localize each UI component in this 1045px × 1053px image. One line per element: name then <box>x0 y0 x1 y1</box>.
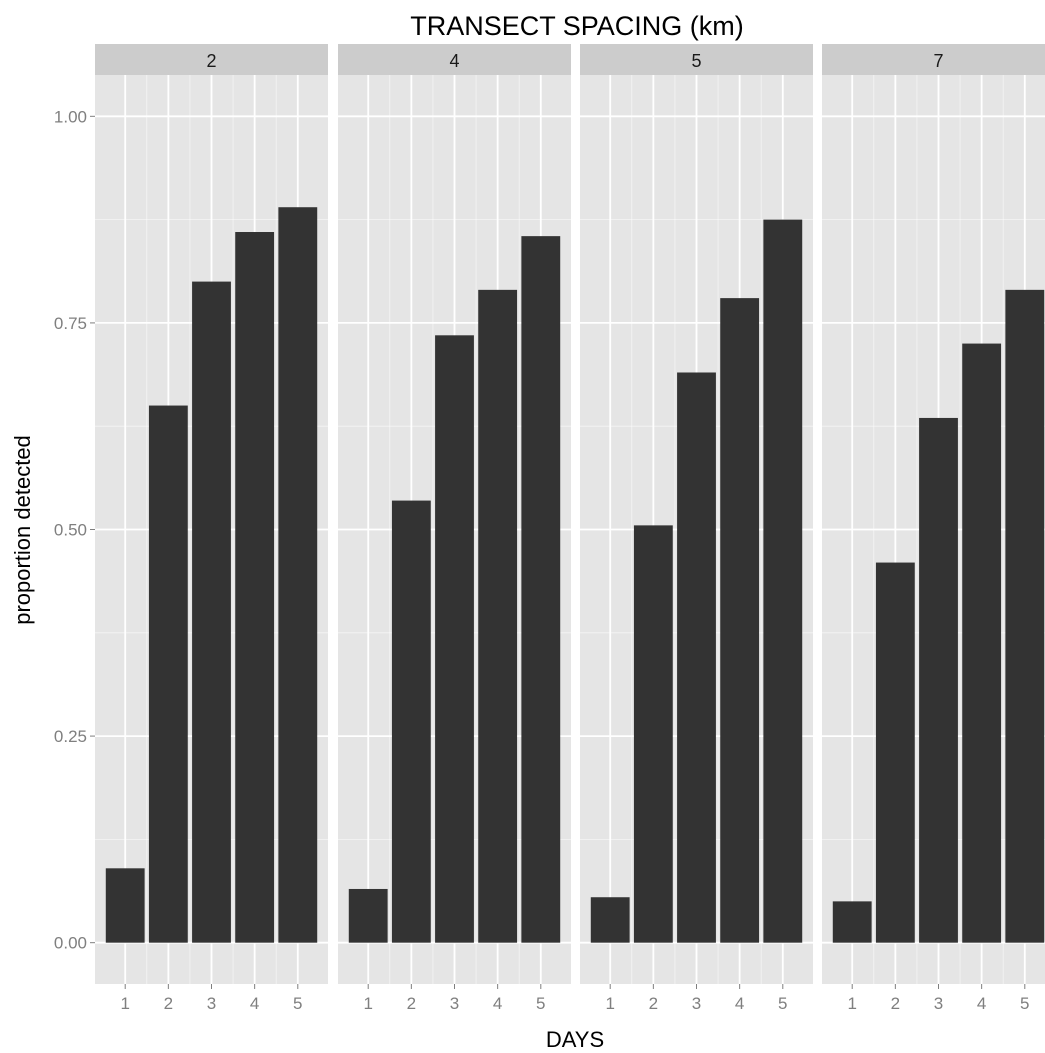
x-tick-label: 5 <box>1020 994 1029 1013</box>
bar-spacing-2-day-3 <box>192 281 231 943</box>
x-tick-label: 5 <box>293 994 302 1013</box>
x-tick-label: 1 <box>605 994 614 1013</box>
bar-spacing-2-day-2 <box>148 405 188 943</box>
facet-strip-label: 2 <box>206 51 216 71</box>
bar-spacing-4-day-4 <box>478 289 518 943</box>
facet-strip <box>822 44 1045 75</box>
y-tick-label: 0.25 <box>54 727 87 746</box>
facet-strip-label: 4 <box>449 51 459 71</box>
bar-spacing-5-day-4 <box>720 298 760 943</box>
facet-panel-4: 4 1 2 3 4 5 <box>338 44 571 1013</box>
facet-strip <box>338 44 571 75</box>
x-tick-label: 2 <box>649 994 658 1013</box>
y-axis: 0.00 0.25 0.50 0.75 1.00 <box>54 107 95 953</box>
x-tick-label: 4 <box>735 994 744 1013</box>
facet-strip-label: 5 <box>691 51 701 71</box>
x-tick-label: 4 <box>493 994 502 1013</box>
bar-spacing-5-day-1 <box>590 897 630 943</box>
x-tick-label: 3 <box>450 994 459 1013</box>
x-tick-label: 1 <box>120 994 129 1013</box>
x-tick-label: 1 <box>363 994 372 1013</box>
y-tick-label: 0.00 <box>54 934 87 953</box>
bar-spacing-4-day-2 <box>391 500 431 943</box>
facet-strip <box>95 44 328 75</box>
bar-spacing-5-day-5 <box>763 219 803 943</box>
chart-title: TRANSECT SPACING (km) <box>410 11 744 41</box>
x-tick-label: 5 <box>778 994 787 1013</box>
bar-spacing-7-day-2 <box>875 562 915 943</box>
facet-panel-2: 2 1 2 3 4 5 <box>95 44 328 1013</box>
bar-spacing-7-day-5 <box>1005 289 1045 943</box>
facet-strip <box>580 44 813 75</box>
facet-panels: 2 1 2 3 4 5 4 1 2 3 4 5 5 1 2 3 4 5 7 1 2 3 4 5 <box>95 44 1045 1013</box>
x-tick-label: 3 <box>207 994 216 1013</box>
x-tick-label: 2 <box>891 994 900 1013</box>
x-tick-label: 3 <box>934 994 943 1013</box>
x-tick-label: 4 <box>250 994 259 1013</box>
x-tick-label: 3 <box>692 994 701 1013</box>
x-tick-label: 2 <box>407 994 416 1013</box>
bar-spacing-5-day-2 <box>633 525 673 943</box>
y-axis-title: proportion detected <box>10 435 35 625</box>
bar-spacing-7-day-3 <box>919 417 958 943</box>
y-tick-label: 1.00 <box>54 107 87 126</box>
bar-spacing-2-day-1 <box>105 868 145 943</box>
x-tick-label: 5 <box>536 994 545 1013</box>
x-axis-title: DAYS <box>546 1027 604 1052</box>
bar-spacing-7-day-4 <box>962 343 1002 943</box>
x-tick-label: 4 <box>977 994 986 1013</box>
bar-spacing-2-day-5 <box>278 207 318 943</box>
x-tick-label: 1 <box>847 994 856 1013</box>
bar-spacing-5-day-3 <box>677 372 716 943</box>
facet-panel-7: 7 1 2 3 4 5 <box>822 44 1045 1013</box>
bar-spacing-4-day-1 <box>348 888 388 943</box>
facet-panel-5: 5 1 2 3 4 5 <box>580 44 813 1013</box>
bar-spacing-4-day-3 <box>435 335 474 943</box>
bar-spacing-7-day-1 <box>832 901 872 943</box>
bar-spacing-4-day-5 <box>521 236 561 943</box>
y-tick-label: 0.50 <box>54 521 87 540</box>
x-tick-label: 2 <box>164 994 173 1013</box>
y-tick-label: 0.75 <box>54 314 87 333</box>
facet-strip-label: 7 <box>933 51 943 71</box>
bar-spacing-2-day-4 <box>235 232 275 943</box>
